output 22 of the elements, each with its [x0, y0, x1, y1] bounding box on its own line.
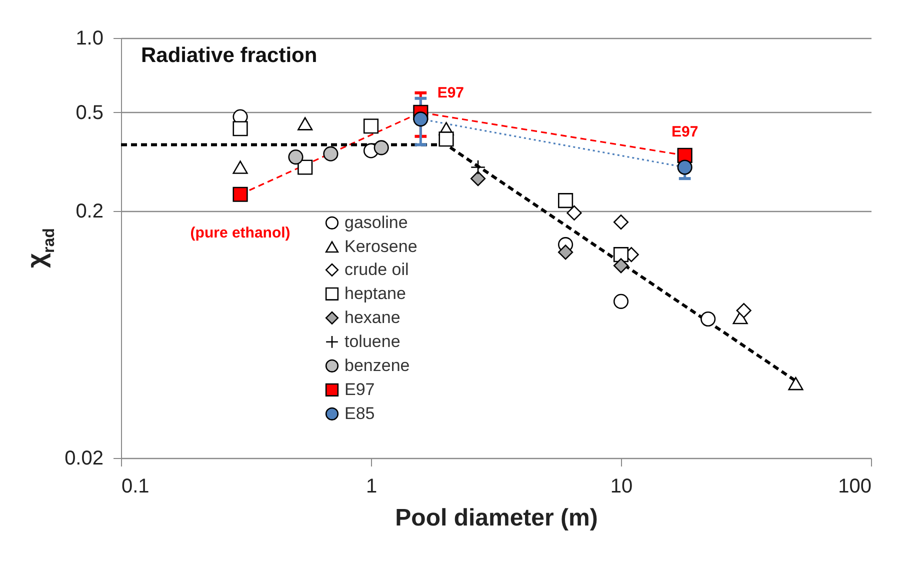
- y-tick-label: 0.5: [76, 102, 104, 124]
- legend-label: gasoline: [344, 212, 408, 232]
- legend-label: toluene: [344, 332, 400, 351]
- legend-label: hexane: [344, 308, 400, 327]
- x-axis-title: Pool diameter (m): [395, 504, 598, 532]
- legend-label: crude oil: [344, 260, 409, 279]
- legend-label: benzene: [344, 356, 410, 375]
- legend-label: heptane: [344, 284, 406, 303]
- legend-label: E97: [344, 380, 375, 399]
- x-tick-label: 1: [366, 476, 378, 498]
- legend-label: Kerosene: [344, 236, 418, 256]
- y-tick-label: 1.0: [76, 28, 104, 50]
- chart-title: Radiative fraction: [141, 44, 318, 67]
- annotation: (pure ethanol): [190, 224, 290, 242]
- annotation: E97: [671, 123, 698, 140]
- x-tick-label: 0.1: [122, 476, 150, 498]
- y-tick-label: 0.2: [76, 200, 104, 222]
- x-tick-label: 100: [838, 476, 872, 498]
- y-tick-label: 0.02: [64, 448, 104, 470]
- legend-label: E85: [344, 404, 375, 423]
- annotation: E97: [437, 84, 464, 102]
- x-tick-label: 10: [610, 476, 633, 498]
